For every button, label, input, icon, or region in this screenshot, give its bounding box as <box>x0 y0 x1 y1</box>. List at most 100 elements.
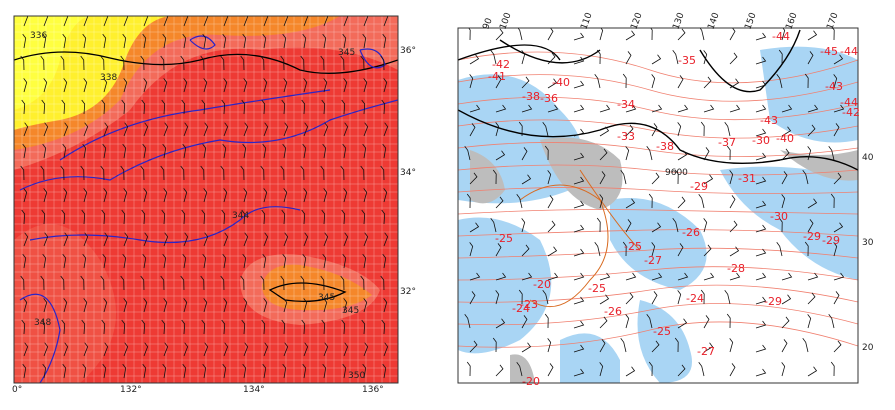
wind-barb <box>201 209 206 225</box>
wind-barb <box>830 361 835 377</box>
wind-barb <box>677 318 688 329</box>
wind-barb <box>123 122 129 137</box>
wind-barb <box>101 209 106 225</box>
wind-barb <box>83 342 89 357</box>
wind-barb <box>303 188 308 203</box>
wind-barb <box>103 232 109 247</box>
wind-barb <box>755 32 767 41</box>
wind-barb <box>283 342 289 357</box>
wind-barb <box>83 188 88 203</box>
wind-barb <box>547 363 554 377</box>
wind-barb <box>677 104 689 113</box>
wind-barb <box>63 232 69 247</box>
wind-barb <box>261 209 266 225</box>
wind-barb <box>261 99 266 115</box>
wind-barb <box>160 275 165 291</box>
temperature-contour <box>458 209 858 215</box>
wind-barb <box>781 28 786 41</box>
wind-barb <box>343 78 348 93</box>
wind-barb <box>283 232 289 247</box>
wind-barb <box>776 242 783 257</box>
wind-barb <box>82 253 87 269</box>
wind-barb <box>123 298 128 313</box>
wind-barb <box>703 218 708 233</box>
wind-barb <box>42 253 47 269</box>
wind-barb <box>755 200 767 209</box>
wind-barb <box>200 55 205 71</box>
wind-barb <box>380 165 385 181</box>
lon-label: 134° <box>243 385 265 395</box>
wind-barb <box>62 143 67 159</box>
wind-barb <box>182 143 187 159</box>
wind-barb <box>100 275 105 291</box>
wind-barb <box>625 219 632 233</box>
wind-barb <box>80 165 85 181</box>
wind-barb <box>222 33 227 49</box>
wind-barb <box>243 342 249 357</box>
wind-barb <box>341 319 346 335</box>
wind-barb <box>280 165 285 181</box>
wind-barb <box>381 209 386 225</box>
wind-barb <box>301 209 306 225</box>
wind-barb <box>303 78 308 93</box>
wind-barb <box>698 362 705 377</box>
wind-barb <box>703 315 710 329</box>
wind-barb <box>242 253 247 269</box>
wind-barb <box>518 121 523 137</box>
wind-barb <box>383 16 389 27</box>
temperature-label: -25 <box>624 240 642 253</box>
temperature-label: -44 <box>772 30 790 43</box>
wind-barb <box>123 78 128 93</box>
wind-barb <box>729 28 736 41</box>
lon-label: 132° <box>120 385 142 395</box>
wind-barb <box>140 165 145 181</box>
wind-barb <box>203 342 209 357</box>
temperature-label: -38 <box>522 90 540 103</box>
wind-barb <box>469 104 481 113</box>
wind-barb <box>263 122 269 137</box>
wind-barb <box>21 319 26 335</box>
temperature-contour <box>458 142 858 157</box>
wind-barb <box>599 362 604 377</box>
temperature-label: -29 <box>803 230 821 243</box>
wind-barb <box>200 165 205 181</box>
wind-barb <box>625 314 630 329</box>
wind-barb <box>83 78 88 93</box>
wind-barb <box>242 143 247 159</box>
wind-barb <box>464 314 471 329</box>
wind-barb <box>323 16 329 27</box>
wind-barb <box>22 253 27 269</box>
wind-barb <box>262 363 267 379</box>
wind-barb <box>183 232 189 247</box>
wind-barb <box>202 33 207 49</box>
temperature-contour <box>458 266 858 281</box>
wind-barb <box>599 339 606 353</box>
wind-barb <box>781 171 788 185</box>
wind-barb <box>516 362 523 377</box>
wind-barb <box>492 169 497 185</box>
wind-barb <box>469 242 474 257</box>
wind-barb <box>724 122 731 137</box>
wind-barb <box>122 253 127 269</box>
wind-barb <box>781 339 788 353</box>
wind-barb <box>594 242 601 257</box>
wind-barb <box>23 188 28 203</box>
shade-band <box>14 224 116 383</box>
wind-barb <box>781 194 786 209</box>
wind-barb <box>161 319 166 335</box>
wind-barb <box>464 146 471 161</box>
wind-barb <box>518 289 523 305</box>
temperature-contour <box>458 247 858 259</box>
wind-barb <box>143 188 148 203</box>
right-map <box>458 28 858 383</box>
wind-barb <box>282 363 287 379</box>
wind-barb <box>181 319 186 335</box>
wind-barb <box>625 366 636 377</box>
wind-barb <box>103 16 109 27</box>
wind-barb <box>363 298 368 313</box>
wind-barb <box>830 193 835 209</box>
temperature-label: -24 <box>512 302 530 315</box>
wind-barb <box>383 122 389 137</box>
wind-barb <box>102 33 107 49</box>
wind-barb <box>651 172 660 185</box>
